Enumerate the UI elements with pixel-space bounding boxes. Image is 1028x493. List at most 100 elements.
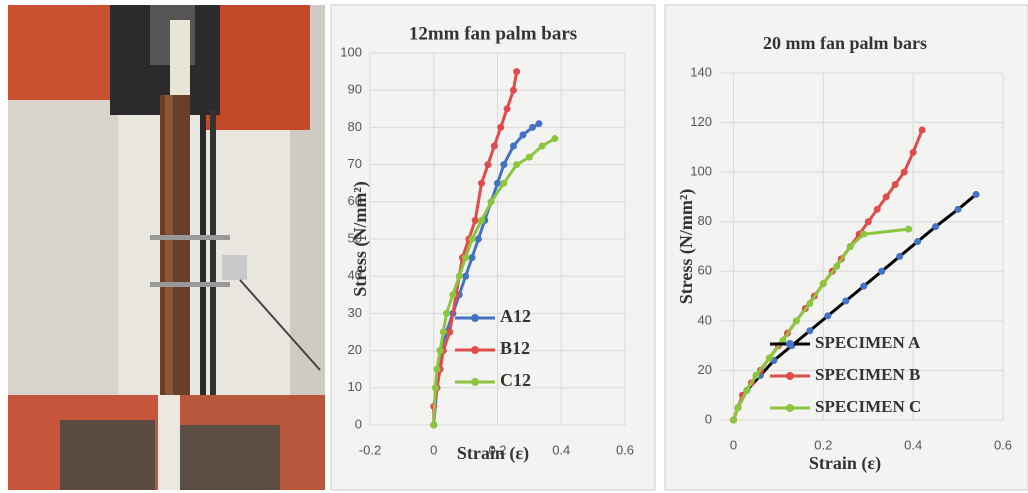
point — [752, 371, 760, 379]
point — [860, 230, 868, 238]
point — [474, 235, 482, 243]
y-axis-label: Stress (N/mm²) — [676, 189, 697, 305]
legend-label: SPECIMEN B — [815, 365, 920, 384]
point — [765, 354, 773, 362]
point — [490, 142, 498, 150]
point — [484, 161, 492, 169]
chart-panel — [330, 4, 656, 491]
point — [513, 68, 521, 76]
y-tick-label: 60 — [348, 193, 362, 208]
y-tick-label: 20 — [348, 342, 362, 357]
chart: 0 20 40 60 80 100 120 140 0 0.2 0.4 0.6 20 mm fan pa… — [676, 33, 1012, 474]
point — [433, 365, 441, 373]
legend-marker — [786, 340, 794, 348]
legend-label: A12 — [500, 306, 531, 326]
x-tick-label: 0 — [430, 442, 437, 457]
x-tick-label: 0.2 — [488, 442, 506, 457]
point — [551, 135, 559, 143]
legend-label: SPECIMEN C — [815, 397, 921, 416]
chart: 0 10 20 30 40 50 60 70 80 90 100 -0.2 0 0.2 0.4 0.6 12mm… — [340, 23, 634, 464]
point — [743, 386, 751, 394]
point — [873, 205, 881, 213]
point — [449, 291, 457, 299]
point — [819, 280, 827, 288]
point — [779, 337, 787, 345]
y-tick-label: 100 — [340, 44, 362, 59]
photo — [8, 5, 325, 490]
x-tick-label: 0.4 — [904, 437, 922, 452]
chart-title: 20 mm fan palm bars — [763, 33, 927, 53]
point — [896, 252, 904, 260]
point — [468, 235, 476, 243]
y-tick-label: 40 — [348, 268, 362, 283]
point — [525, 153, 533, 161]
point — [734, 404, 742, 412]
point — [462, 272, 470, 280]
y-tick-label: 140 — [690, 64, 712, 79]
x-tick-label: 0.4 — [552, 442, 570, 457]
point — [535, 120, 543, 128]
point — [494, 179, 501, 187]
point — [842, 297, 850, 305]
point — [478, 216, 486, 224]
point — [471, 216, 479, 224]
y-tick-label: 0 — [705, 411, 712, 426]
legend-marker — [471, 346, 479, 354]
point — [439, 328, 447, 336]
point — [446, 328, 454, 336]
x-tick-label: -0.2 — [359, 442, 381, 457]
point — [509, 142, 517, 150]
y-axis-label: Stress (N/mm²) — [350, 181, 371, 297]
point — [430, 421, 438, 429]
point — [509, 86, 517, 94]
y-tick-label: 70 — [348, 156, 362, 171]
point — [455, 272, 463, 280]
point — [538, 142, 546, 150]
point — [500, 179, 508, 187]
x-tick-label: 0.2 — [814, 437, 832, 452]
point — [436, 347, 444, 355]
point — [846, 243, 854, 250]
x-tick-label: 0 — [730, 437, 737, 452]
x-tick-label: 0.6 — [994, 437, 1012, 452]
legend-label: C12 — [500, 370, 531, 390]
y-tick-label: 20 — [698, 362, 712, 377]
chart-title: 12mm fan palm bars — [409, 23, 577, 44]
point — [478, 179, 486, 187]
point — [497, 123, 505, 131]
chart-panel — [664, 4, 1028, 491]
point — [468, 254, 476, 262]
point — [824, 312, 832, 320]
y-tick-label: 30 — [348, 305, 362, 320]
legend-marker — [786, 404, 794, 412]
point — [529, 123, 537, 131]
point — [806, 300, 814, 308]
y-tick-label: 120 — [690, 114, 712, 129]
legend-marker — [471, 314, 479, 322]
x-axis-label: Strain (ε) — [809, 453, 881, 474]
point — [900, 168, 908, 176]
legend-label: B12 — [500, 338, 530, 358]
point — [972, 190, 980, 198]
y-tick-label: 100 — [690, 164, 712, 179]
point — [519, 131, 527, 139]
point — [954, 205, 962, 213]
point — [918, 126, 926, 134]
x-axis-label: Strain (ε) — [457, 443, 529, 464]
point — [443, 309, 450, 317]
point — [833, 262, 841, 270]
y-tick-label: 60 — [698, 263, 712, 278]
point — [792, 317, 800, 325]
point — [882, 193, 890, 201]
point — [462, 254, 470, 262]
legend-marker — [471, 378, 479, 386]
y-tick-label: 80 — [698, 213, 712, 228]
y-tick-label: 50 — [348, 230, 362, 245]
point — [431, 384, 439, 392]
x-tick-label: 0.6 — [616, 442, 634, 457]
y-tick-label: 0 — [355, 416, 362, 431]
point — [500, 161, 508, 169]
point — [932, 223, 940, 231]
y-tick-label: 80 — [348, 119, 362, 134]
